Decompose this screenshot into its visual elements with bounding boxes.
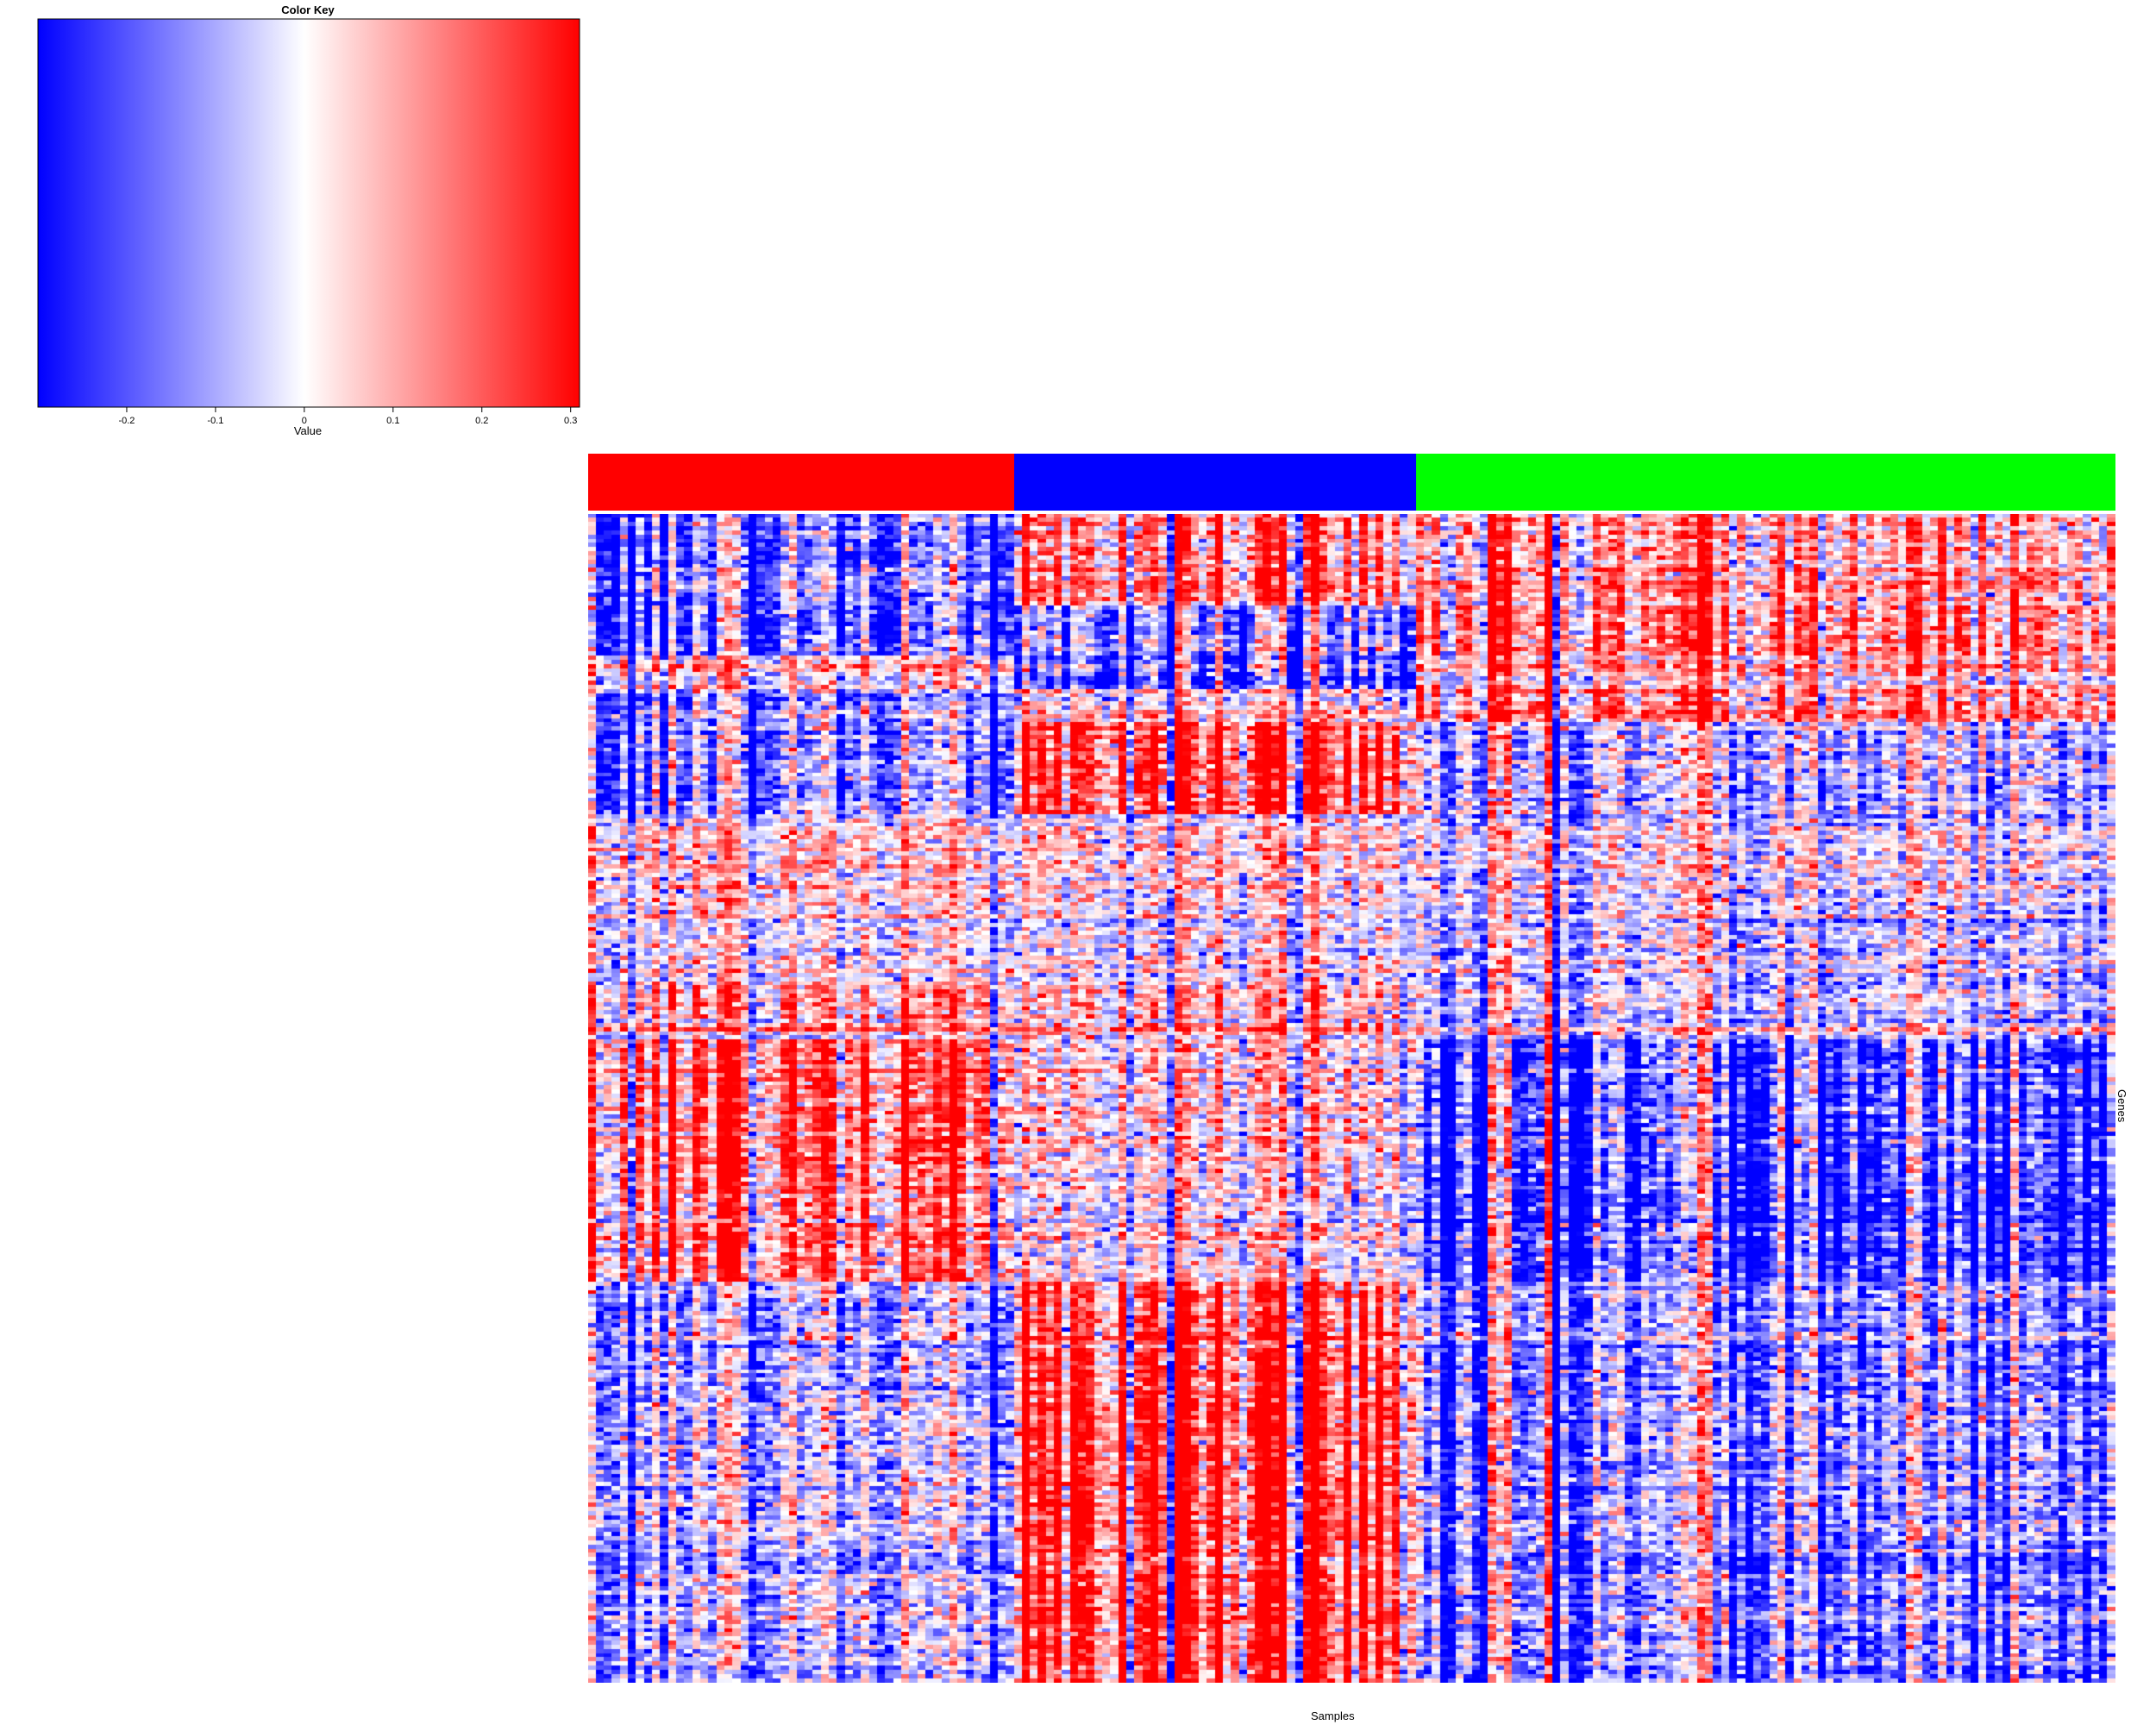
color-key-title: Color Key (281, 3, 335, 16)
color-key-tick-label: 0.3 (564, 416, 577, 426)
group-blue (1014, 454, 1417, 511)
color-key-tick-label: -0.2 (118, 416, 135, 426)
color-key-gradient (37, 18, 580, 408)
color-key-ticks: -0.2 -0.1 0 0.1 0.2 0.3 (118, 407, 577, 426)
color-key-axis-label: Value (294, 424, 322, 437)
color-key-tick-label: 0.2 (475, 416, 488, 426)
group-green (1416, 454, 2115, 511)
group-red (588, 454, 1015, 511)
color-key-tick-label: -0.1 (207, 416, 223, 426)
color-key-tick-label: 0.1 (386, 416, 399, 426)
x-axis-label: Samples (1311, 1709, 1355, 1722)
y-axis-label: Genes (2115, 1089, 2128, 1123)
color-key: Color Key -0.2 -0.1 0 0.1 0.2 0.3 Value (37, 3, 580, 437)
heatmap (588, 514, 2115, 1683)
sample-group-bar (588, 454, 2115, 511)
color-key-tick-label: 0 (302, 416, 307, 426)
